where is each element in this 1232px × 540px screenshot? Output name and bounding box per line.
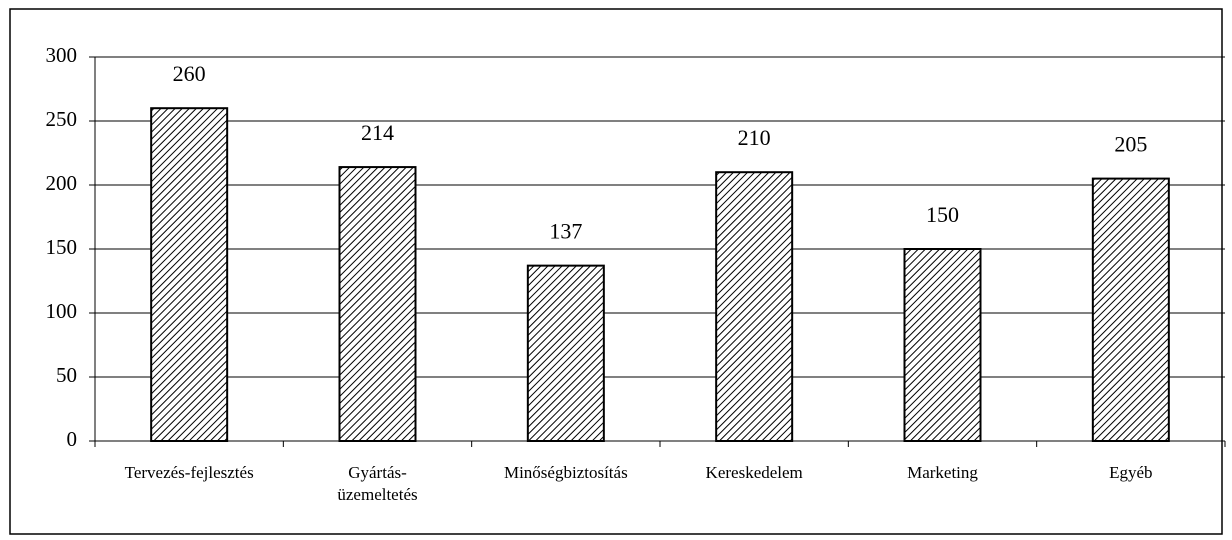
bar	[903, 248, 982, 442]
value-label: 150	[926, 202, 959, 227]
y-tick-label: 0	[67, 427, 78, 451]
bar	[1091, 177, 1170, 442]
bar	[526, 264, 605, 443]
value-label: 214	[361, 120, 394, 145]
value-label: 210	[738, 125, 771, 150]
chart-border	[9, 8, 1223, 535]
x-tick-label: Tervezés-fejlesztés	[125, 463, 254, 482]
x-tick-label: Egyéb	[1109, 463, 1152, 482]
x-tick-label: Minőségbiztosítás	[504, 463, 628, 482]
y-tick-label: 150	[46, 235, 78, 259]
y-tick-label: 50	[56, 363, 77, 387]
x-tick-label: Marketing	[907, 463, 978, 482]
value-label: 260	[173, 61, 206, 86]
y-tick-label: 200	[46, 171, 78, 195]
bar	[338, 166, 417, 443]
x-tick-label: Kereskedelem	[706, 463, 803, 482]
bar	[715, 171, 794, 442]
value-label: 205	[1114, 132, 1147, 157]
bar	[150, 107, 229, 442]
y-tick-label: 250	[46, 107, 78, 131]
value-label: 137	[549, 219, 582, 244]
y-tick-label: 300	[46, 43, 78, 67]
x-tick-label: Gyártás-üzemeltetés	[337, 463, 417, 504]
y-tick-label: 100	[46, 299, 78, 323]
